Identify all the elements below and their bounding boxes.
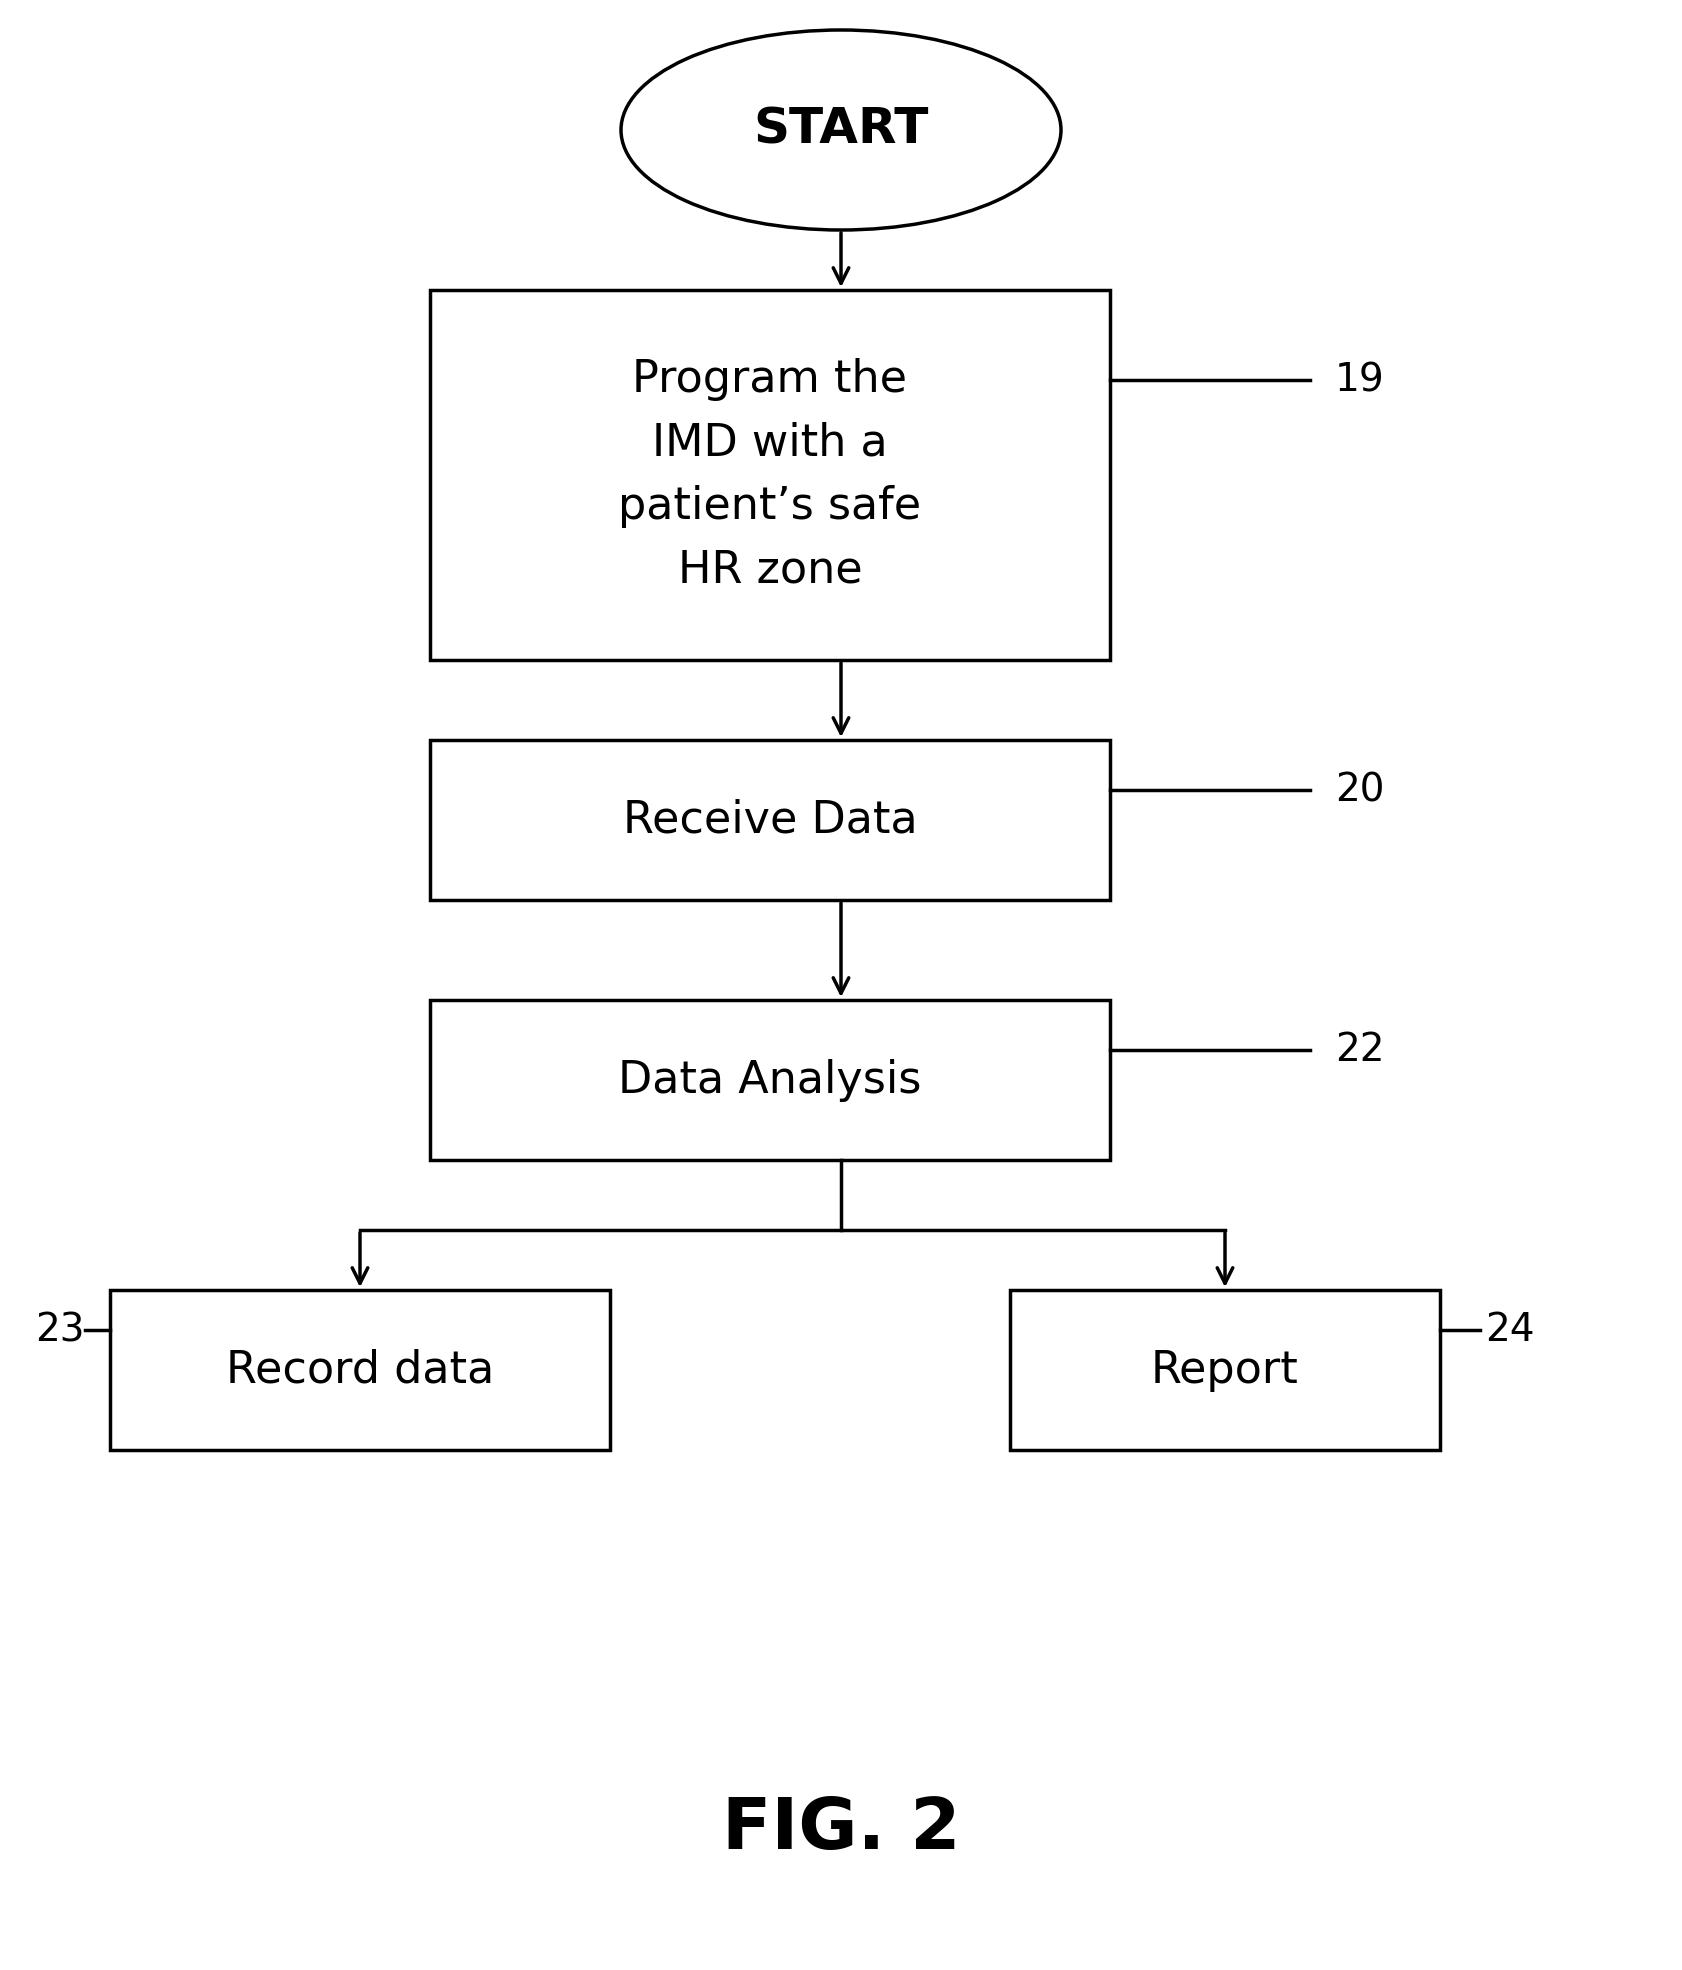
Text: 24: 24 xyxy=(1485,1310,1534,1349)
Bar xyxy=(109,1290,611,1450)
Bar xyxy=(431,290,1110,660)
Ellipse shape xyxy=(621,30,1061,230)
Text: 19: 19 xyxy=(1336,361,1384,400)
Text: START: START xyxy=(754,106,928,154)
Text: 23: 23 xyxy=(35,1310,84,1349)
Text: Report: Report xyxy=(1150,1349,1299,1391)
Bar xyxy=(431,1001,1110,1160)
Text: Program the
IMD with a
patient’s safe
HR zone: Program the IMD with a patient’s safe HR… xyxy=(619,359,922,591)
Text: 22: 22 xyxy=(1336,1030,1384,1070)
Text: Receive Data: Receive Data xyxy=(622,798,917,841)
Text: 20: 20 xyxy=(1336,770,1384,810)
Bar xyxy=(1009,1290,1440,1450)
Text: Data Analysis: Data Analysis xyxy=(619,1058,922,1101)
Bar xyxy=(431,741,1110,900)
Text: FIG. 2: FIG. 2 xyxy=(722,1795,960,1864)
Text: Record data: Record data xyxy=(225,1349,495,1391)
